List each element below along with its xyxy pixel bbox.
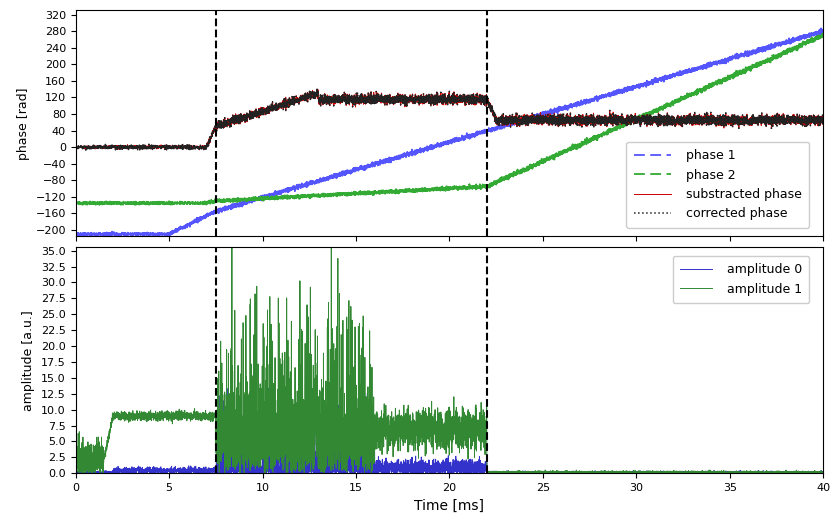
- phase 2: [546, 154, 556, 161]
- substracted phase: [818, 117, 828, 123]
- phase 2: [625, 120, 635, 126]
- phase 1: [818, 28, 828, 34]
- phase 2: [341, 190, 351, 197]
- corrected phase: [71, 144, 81, 150]
- phase 1: [119, 233, 129, 239]
- corrected phase: [625, 115, 635, 122]
- Y-axis label: amplitude [a.u.]: amplitude [a.u.]: [23, 310, 35, 411]
- corrected phase: [546, 115, 556, 121]
- Line: amplitude 1: amplitude 1: [76, 248, 823, 473]
- Legend: amplitude 0, amplitude 1: amplitude 0, amplitude 1: [673, 256, 810, 303]
- phase 1: [108, 231, 118, 237]
- phase 1: [546, 109, 556, 115]
- phase 2: [71, 201, 81, 207]
- Legend: phase 1, phase 2, substracted phase, corrected phase: phase 1, phase 2, substracted phase, cor…: [626, 142, 810, 228]
- phase 2: [818, 33, 828, 39]
- amplitude 1: [625, 470, 635, 476]
- Line: substracted phase: substracted phase: [76, 89, 823, 150]
- amplitude 1: [341, 446, 351, 452]
- phase 2: [664, 101, 675, 108]
- phase 1: [513, 120, 523, 126]
- substracted phase: [108, 145, 118, 151]
- phase 1: [341, 169, 351, 175]
- amplitude 0: [546, 470, 556, 476]
- X-axis label: Time [ms]: Time [ms]: [414, 499, 485, 513]
- phase 1: [664, 73, 675, 80]
- corrected phase: [818, 116, 828, 123]
- corrected phase: [312, 85, 323, 91]
- phase 2: [818, 30, 828, 36]
- amplitude 1: [513, 470, 523, 476]
- phase 2: [513, 169, 523, 175]
- amplitude 1: [818, 469, 828, 475]
- amplitude 1: [71, 448, 81, 454]
- amplitude 0: [625, 469, 635, 475]
- Line: corrected phase: corrected phase: [76, 88, 823, 150]
- substracted phase: [625, 115, 635, 122]
- phase 1: [816, 25, 827, 32]
- amplitude 0: [767, 470, 777, 476]
- amplitude 0: [341, 445, 351, 451]
- corrected phase: [513, 118, 523, 124]
- Line: amplitude 0: amplitude 0: [76, 388, 823, 473]
- substracted phase: [341, 95, 351, 101]
- Y-axis label: phase [rad]: phase [rad]: [17, 87, 30, 160]
- corrected phase: [341, 95, 351, 101]
- phase 2: [108, 200, 118, 206]
- amplitude 1: [665, 470, 675, 476]
- corrected phase: [108, 144, 118, 150]
- Line: phase 1: phase 1: [76, 29, 823, 236]
- substracted phase: [71, 144, 81, 150]
- amplitude 1: [546, 469, 556, 475]
- amplitude 0: [664, 470, 675, 476]
- amplitude 0: [818, 470, 828, 476]
- amplitude 1: [108, 411, 118, 417]
- amplitude 0: [264, 385, 274, 391]
- corrected phase: [185, 147, 195, 153]
- Line: phase 2: phase 2: [76, 33, 823, 205]
- substracted phase: [513, 118, 523, 124]
- substracted phase: [194, 147, 204, 153]
- amplitude 0: [513, 469, 523, 475]
- substracted phase: [665, 118, 675, 124]
- amplitude 0: [71, 469, 81, 475]
- substracted phase: [546, 115, 556, 122]
- substracted phase: [312, 86, 323, 92]
- phase 1: [71, 231, 81, 237]
- corrected phase: [665, 118, 675, 124]
- phase 2: [143, 202, 153, 208]
- amplitude 1: [547, 470, 557, 476]
- amplitude 0: [108, 470, 118, 476]
- amplitude 1: [227, 244, 237, 251]
- phase 1: [625, 86, 635, 92]
